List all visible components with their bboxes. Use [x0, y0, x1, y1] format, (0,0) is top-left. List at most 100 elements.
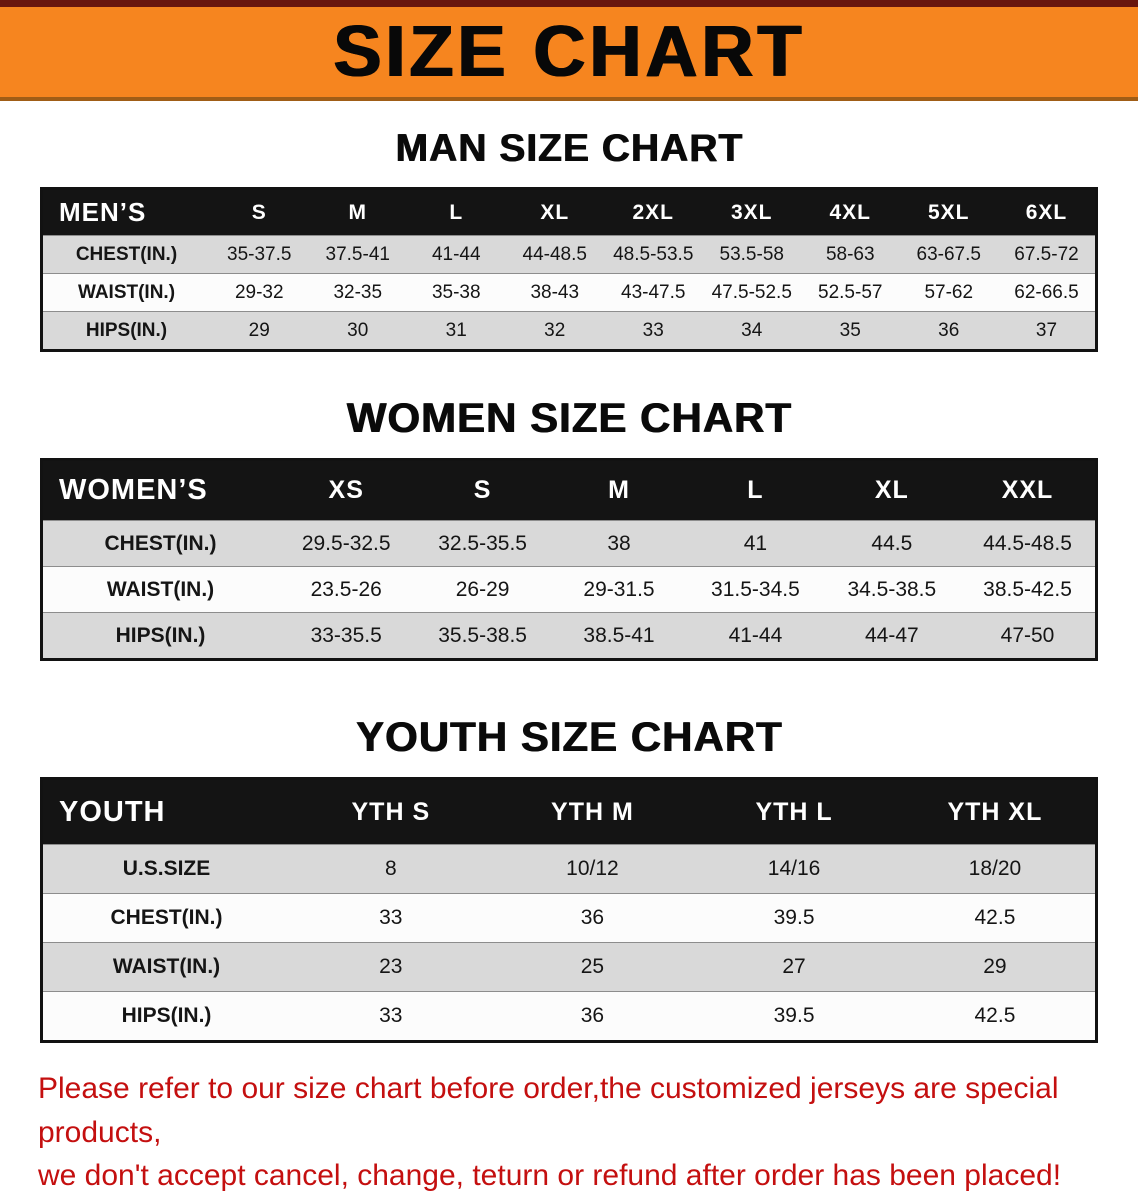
value-cell: 34 [702, 311, 801, 351]
measurement-row: U.S.SIZE 8 10/12 14/16 18/20 [41, 844, 1097, 894]
size-header-cell: M [308, 188, 407, 236]
measurement-row: HIPS(IN.) 33-35.5 35.5-38.5 38.5-41 41-44 44-… [41, 612, 1097, 660]
value-cell: 33 [290, 991, 492, 1042]
size-header-cell: YTH S [290, 778, 492, 845]
value-cell: 35 [801, 311, 900, 351]
value-cell: 57-62 [899, 273, 998, 312]
measurement-row: HIPS(IN.) 33 36 39.5 42.5 [41, 991, 1097, 1042]
value-cell: 32 [505, 311, 604, 351]
value-cell: 37.5-41 [308, 235, 407, 274]
value-cell: 41 [687, 520, 824, 567]
value-cell: 29-31.5 [550, 566, 688, 613]
disclaimer-line-1: Please refer to our size chart before or… [38, 1072, 1059, 1149]
disclaimer-line-2: we don't accept cancel, change, teturn o… [38, 1159, 1062, 1192]
value-cell: 42.5 [894, 991, 1097, 1042]
value-cell: 44.5-48.5 [960, 520, 1097, 567]
value-cell: 33 [290, 893, 492, 943]
size-header-cell: YTH L [693, 778, 895, 845]
row-label-cell: WAIST(IN.) [41, 942, 290, 992]
value-cell: 30 [308, 311, 407, 351]
women-size-table: WOMEN’S XS S M L XL XXL CHEST(IN.) 29.5-32.5 32.5… [40, 458, 1098, 661]
row-label-cell: U.S.SIZE [41, 844, 290, 894]
value-cell: 33-35.5 [278, 612, 415, 660]
value-cell: 23 [290, 942, 492, 992]
value-cell: 39.5 [693, 991, 895, 1042]
youth-section-heading: YOUTH SIZE CHART [355, 713, 783, 760]
row-label-cell: WAIST(IN.) [41, 566, 278, 613]
measurement-row: CHEST(IN.) 29.5-32.5 32.5-35.5 38 41 44.5 44.5… [41, 520, 1097, 567]
value-cell: 48.5-53.5 [604, 235, 703, 274]
value-cell: 25 [491, 942, 694, 992]
youth-size-table: YOUTH YTH S YTH M YTH L YTH XL U.S.SIZE 8 10/12… [40, 777, 1098, 1043]
size-header-cell: L [687, 459, 824, 521]
size-header-cell: YTH M [491, 778, 694, 845]
value-cell: 39.5 [693, 893, 895, 943]
value-cell: 52.5-57 [801, 273, 900, 312]
value-cell: 31 [407, 311, 506, 351]
banner-title: SIZE CHART [333, 12, 805, 92]
value-cell: 10/12 [491, 844, 694, 894]
table-title-cell: MEN’S [41, 188, 210, 236]
value-cell: 38.5-42.5 [960, 566, 1097, 613]
disclaimer: Please refer to our size chart before or… [0, 1067, 1138, 1198]
value-cell: 41-44 [687, 612, 824, 660]
value-cell: 14/16 [693, 844, 895, 894]
value-cell: 58-63 [801, 235, 900, 274]
size-header-cell: 5XL [899, 188, 998, 236]
size-header-cell: 2XL [604, 188, 703, 236]
value-cell: 41-44 [407, 235, 506, 274]
value-cell: 34.5-38.5 [823, 566, 961, 613]
size-header-cell: S [210, 188, 309, 236]
size-header-cell: M [550, 459, 688, 521]
row-label-cell: WAIST(IN.) [41, 273, 210, 312]
size-header-cell: 6XL [998, 188, 1097, 236]
value-cell: 44-47 [823, 612, 961, 660]
measurement-row: CHEST(IN.) 35-37.5 37.5-41 41-44 44-48.5 48.5… [41, 235, 1097, 274]
value-cell: 32-35 [308, 273, 407, 312]
value-cell: 38.5-41 [550, 612, 688, 660]
measurement-row: HIPS(IN.) 29 30 31 32 33 34 35 36 37 [41, 311, 1097, 351]
value-cell: 53.5-58 [702, 235, 801, 274]
women-section-heading: WOMEN SIZE CHART [346, 394, 792, 441]
value-cell: 62-66.5 [998, 273, 1097, 312]
value-cell: 67.5-72 [998, 235, 1097, 274]
value-cell: 38 [550, 520, 688, 567]
value-cell: 47-50 [960, 612, 1097, 660]
table-title-cell: WOMEN’S [41, 459, 278, 521]
men-size-table: MEN’S S M L XL 2XL 3XL 4XL 5XL 6XL CHEST(IN.) 35-37… [40, 187, 1098, 352]
measurement-row: WAIST(IN.) 23 25 27 29 [41, 942, 1097, 992]
value-cell: 37 [998, 311, 1097, 351]
value-cell: 23.5-26 [278, 566, 415, 613]
size-header-cell: YTH XL [894, 778, 1097, 845]
value-cell: 43-47.5 [604, 273, 703, 312]
header-row: YOUTH YTH S YTH M YTH L YTH XL [41, 778, 1097, 845]
row-label-cell: HIPS(IN.) [41, 991, 290, 1042]
size-header-cell: XXL [960, 459, 1097, 521]
value-cell: 38-43 [505, 273, 604, 312]
size-header-cell: S [414, 459, 551, 521]
size-header-cell: L [407, 188, 506, 236]
value-cell: 31.5-34.5 [687, 566, 824, 613]
size-header-cell: 3XL [702, 188, 801, 236]
value-cell: 29 [210, 311, 309, 351]
row-label-cell: HIPS(IN.) [41, 311, 210, 351]
value-cell: 47.5-52.5 [702, 273, 801, 312]
value-cell: 36 [491, 991, 694, 1042]
measurement-row: WAIST(IN.) 29-32 32-35 35-38 38-43 43-47.5 47.… [41, 273, 1097, 312]
value-cell: 35-37.5 [210, 235, 309, 274]
header-row: WOMEN’S XS S M L XL XXL [41, 459, 1097, 521]
size-header-cell: XS [278, 459, 415, 521]
table-title-cell: YOUTH [41, 778, 290, 845]
value-cell: 29.5-32.5 [278, 520, 415, 567]
size-header-cell: XL [505, 188, 604, 236]
man-section-heading: MAN SIZE CHART [395, 127, 743, 170]
value-cell: 32.5-35.5 [414, 520, 551, 567]
value-cell: 26-29 [414, 566, 551, 613]
size-chart-banner: SIZE CHART [0, 0, 1138, 101]
value-cell: 35-38 [407, 273, 506, 312]
value-cell: 44.5 [823, 520, 961, 567]
value-cell: 29 [894, 942, 1097, 992]
size-header-cell: 4XL [801, 188, 900, 236]
value-cell: 18/20 [894, 844, 1097, 894]
measurement-row: WAIST(IN.) 23.5-26 26-29 29-31.5 31.5-34.5 34… [41, 566, 1097, 613]
